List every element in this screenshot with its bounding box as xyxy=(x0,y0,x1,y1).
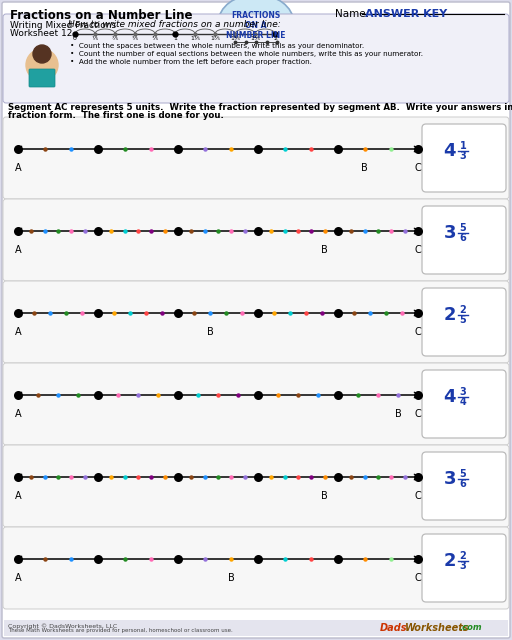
FancyBboxPatch shape xyxy=(422,370,506,438)
Text: .com: .com xyxy=(460,623,483,632)
FancyBboxPatch shape xyxy=(3,527,509,609)
Text: fraction form.  The first one is done for you.: fraction form. The first one is done for… xyxy=(8,111,224,120)
Text: 1⅗: 1⅗ xyxy=(230,36,240,41)
Text: 5: 5 xyxy=(460,469,466,479)
FancyBboxPatch shape xyxy=(422,288,506,356)
FancyBboxPatch shape xyxy=(422,206,506,274)
Text: 1: 1 xyxy=(173,36,177,41)
Text: 0: 0 xyxy=(73,36,77,41)
FancyBboxPatch shape xyxy=(422,534,506,602)
Text: 1: 1 xyxy=(460,141,466,151)
Text: ⅖: ⅖ xyxy=(112,36,118,41)
Text: Dads: Dads xyxy=(380,623,408,633)
FancyBboxPatch shape xyxy=(422,452,506,520)
Text: ⅗: ⅗ xyxy=(132,36,138,41)
Text: A: A xyxy=(15,491,22,501)
Text: How to write mixed fractions on a number line:: How to write mixed fractions on a number… xyxy=(68,20,281,29)
Text: B: B xyxy=(322,245,328,255)
Text: 2: 2 xyxy=(443,306,456,324)
Text: ANSWER KEY: ANSWER KEY xyxy=(365,9,447,19)
FancyBboxPatch shape xyxy=(3,117,509,199)
Text: ON A: ON A xyxy=(245,21,267,30)
Text: A: A xyxy=(15,327,22,337)
Text: 2: 2 xyxy=(443,552,456,570)
Text: Worksheets: Worksheets xyxy=(405,623,470,633)
FancyBboxPatch shape xyxy=(29,69,55,87)
Circle shape xyxy=(26,49,58,81)
Text: Name:: Name: xyxy=(335,9,369,19)
Text: 6: 6 xyxy=(460,233,466,243)
Text: Fractions on a Number Line: Fractions on a Number Line xyxy=(10,9,193,22)
Text: C: C xyxy=(415,245,421,255)
Text: 3: 3 xyxy=(443,224,456,242)
Text: 1⅘: 1⅘ xyxy=(250,36,260,41)
Text: FRACTIONS: FRACTIONS xyxy=(231,11,281,20)
Text: 2: 2 xyxy=(460,305,466,315)
FancyBboxPatch shape xyxy=(3,281,509,363)
Text: B: B xyxy=(322,491,328,501)
Text: NUMBER LINE: NUMBER LINE xyxy=(226,31,286,40)
Text: 4: 4 xyxy=(460,397,466,407)
FancyBboxPatch shape xyxy=(3,445,509,527)
Text: B: B xyxy=(207,327,214,337)
Text: ⅘: ⅘ xyxy=(152,36,158,41)
Text: 4: 4 xyxy=(443,142,456,160)
FancyBboxPatch shape xyxy=(3,14,509,103)
Text: 3: 3 xyxy=(460,151,466,161)
Text: A: A xyxy=(15,573,22,583)
Text: 3: 3 xyxy=(460,561,466,571)
FancyBboxPatch shape xyxy=(3,363,509,445)
Text: B: B xyxy=(361,163,368,173)
Text: These Math Worksheets are provided for personal, homeschool or classroom use.: These Math Worksheets are provided for p… xyxy=(8,628,233,633)
FancyBboxPatch shape xyxy=(422,124,506,192)
Text: Writing Mixed Fractions: Writing Mixed Fractions xyxy=(10,21,116,30)
Text: •  Count the number of equal sections between the whole numbers, write this as y: • Count the number of equal sections bet… xyxy=(70,51,423,57)
Text: •  Count the spaces between the whole numbers, write this as your denominator.: • Count the spaces between the whole num… xyxy=(70,43,364,49)
Text: 2: 2 xyxy=(273,36,277,41)
Text: C: C xyxy=(415,327,421,337)
Text: C: C xyxy=(415,163,421,173)
Text: 2: 2 xyxy=(460,551,466,561)
Text: 1⅖: 1⅖ xyxy=(210,36,220,41)
Text: C: C xyxy=(415,409,421,419)
Text: A: A xyxy=(15,245,22,255)
Text: 5: 5 xyxy=(460,223,466,233)
Text: 4: 4 xyxy=(443,388,456,406)
Text: Worksheet 12: Worksheet 12 xyxy=(10,29,72,38)
Bar xyxy=(4,620,508,636)
Text: A: A xyxy=(15,409,22,419)
Text: 3: 3 xyxy=(460,387,466,397)
Text: 5: 5 xyxy=(460,315,466,325)
Text: B: B xyxy=(395,409,401,419)
Text: Copyright © DadsWorksheets, LLC: Copyright © DadsWorksheets, LLC xyxy=(8,623,117,628)
Circle shape xyxy=(33,45,51,63)
Text: Segment AC represents 5 units.  Write the fraction represented by segment AB.  W: Segment AC represents 5 units. Write the… xyxy=(8,103,512,112)
Text: 1⅕: 1⅕ xyxy=(190,36,200,41)
Text: 6: 6 xyxy=(460,479,466,489)
Text: 3: 3 xyxy=(443,470,456,488)
FancyBboxPatch shape xyxy=(3,199,509,281)
Text: B: B xyxy=(228,573,234,583)
Ellipse shape xyxy=(219,0,293,49)
Text: •  Add the whole number from the left before each proper fraction.: • Add the whole number from the left bef… xyxy=(70,59,312,65)
Text: A: A xyxy=(15,163,22,173)
Text: C: C xyxy=(415,491,421,501)
Text: C: C xyxy=(415,573,421,583)
Text: ⅕: ⅕ xyxy=(92,36,98,41)
